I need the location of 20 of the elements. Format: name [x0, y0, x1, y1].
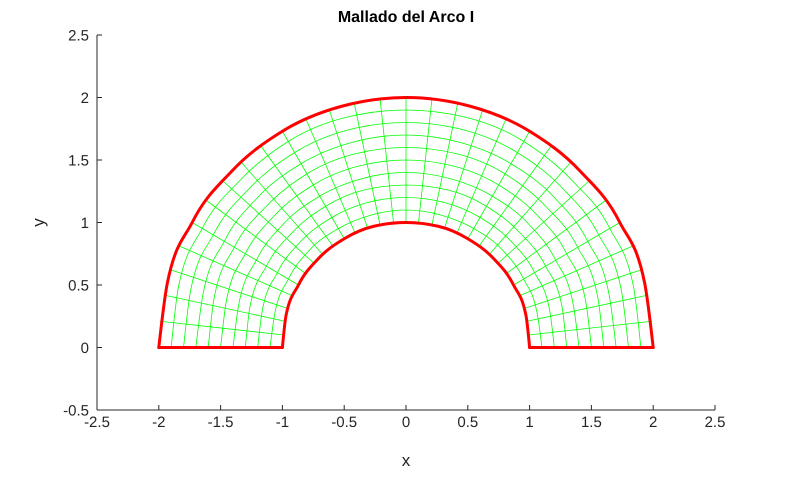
x-tick-label: 2: [649, 414, 658, 431]
y-axis-title: y: [29, 218, 48, 227]
y-tick-label: 0: [80, 340, 89, 357]
x-tick-label: 0: [402, 414, 410, 431]
x-tick-label: -1.5: [208, 414, 234, 431]
y-tick-label: 1: [80, 214, 89, 232]
x-axis-title: x: [402, 451, 411, 470]
x-tick-label: -0.5: [331, 414, 358, 431]
y-tick-label: 0.5: [68, 277, 89, 294]
y-tick-label: 2: [80, 90, 89, 107]
x-tick-label: -1: [276, 414, 290, 431]
x-tick-label: 0.5: [457, 414, 478, 431]
x-tick-label: 1: [525, 414, 534, 431]
y-tick-label: -0.5: [63, 402, 89, 420]
y-tick-label: 2.5: [68, 27, 89, 44]
chart-title: Mallado del Arco I: [338, 9, 474, 26]
x-tick-label: 1.5: [580, 414, 602, 431]
x-tick-label: -2: [152, 414, 166, 431]
x-tick-label: 2.5: [704, 414, 726, 431]
y-tick-label: 1.5: [68, 152, 89, 170]
